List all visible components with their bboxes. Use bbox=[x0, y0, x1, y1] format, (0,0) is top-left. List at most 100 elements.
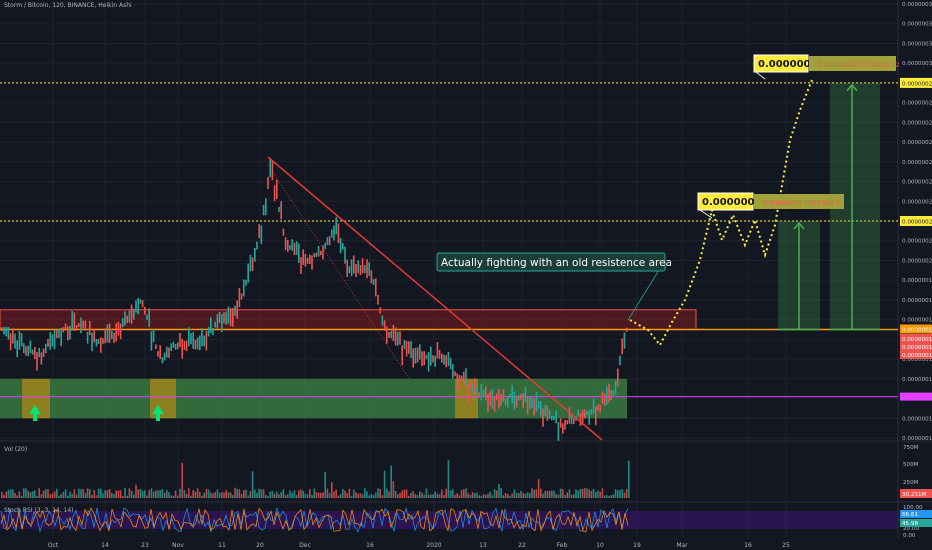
volume-bar bbox=[465, 488, 467, 498]
target1-info-text: 0.00000005 (30.23%) 1 bbox=[763, 199, 840, 207]
volume-bar bbox=[104, 490, 106, 498]
volume-bar bbox=[309, 489, 311, 498]
price-candle bbox=[445, 355, 447, 368]
price-candle bbox=[207, 326, 210, 337]
volume-bar bbox=[291, 492, 293, 498]
pink-level-label bbox=[900, 392, 932, 401]
volume-bar bbox=[139, 488, 142, 498]
volume-bar bbox=[542, 493, 544, 498]
y-axis-tick: 0.00000028 bbox=[902, 101, 932, 107]
price-candle bbox=[394, 327, 397, 346]
volume-bar bbox=[161, 489, 164, 498]
x-axis-tick: 22 bbox=[518, 542, 526, 549]
price-candle bbox=[531, 397, 533, 409]
target2-price-text: 0.00000029 bbox=[758, 59, 824, 70]
volume-bar bbox=[289, 490, 291, 498]
volume-bar bbox=[212, 493, 214, 498]
price-candle bbox=[557, 422, 560, 441]
volume-bar bbox=[300, 489, 302, 498]
price-candle bbox=[430, 346, 432, 366]
price-candle bbox=[388, 331, 390, 338]
price-candle bbox=[522, 393, 524, 408]
price-candle bbox=[500, 393, 502, 406]
price-candle bbox=[584, 409, 586, 419]
volume-bar bbox=[456, 493, 458, 498]
price-candle bbox=[304, 253, 307, 267]
volume-bar bbox=[392, 481, 395, 498]
price-candle bbox=[80, 317, 82, 334]
target1-price-box[interactable] bbox=[697, 192, 754, 211]
target2-price-box[interactable] bbox=[753, 54, 809, 73]
target2-info-text: 0.00000012 (70.40%) 12 bbox=[818, 61, 900, 69]
volume-bar bbox=[227, 492, 230, 498]
price-candle bbox=[608, 383, 610, 403]
price-candle bbox=[245, 279, 247, 286]
price-candle bbox=[194, 339, 197, 350]
price-candle bbox=[188, 327, 190, 347]
x-axis-tick: Feb bbox=[557, 542, 568, 549]
price-candle bbox=[284, 237, 287, 251]
price-candle bbox=[465, 368, 467, 386]
volume-value-label: 30.251M bbox=[902, 492, 927, 498]
price-candle bbox=[179, 332, 181, 348]
volume-bar bbox=[34, 490, 36, 498]
volume-bar bbox=[328, 493, 331, 498]
price-candle bbox=[282, 228, 285, 236]
volume-bar bbox=[599, 491, 601, 498]
price-candle bbox=[533, 397, 535, 416]
volume-bar bbox=[337, 495, 340, 498]
volume-bar bbox=[16, 495, 18, 498]
price-candle bbox=[40, 352, 43, 365]
price-candle bbox=[425, 354, 428, 360]
resistance-note-box[interactable] bbox=[436, 252, 666, 272]
price-candle bbox=[573, 417, 575, 424]
price-axis[interactable]: 0.000000110.000000120.000000130.00000014… bbox=[900, 2, 932, 442]
volume-bar bbox=[117, 490, 120, 498]
volume-bar bbox=[559, 488, 562, 498]
volume-bar bbox=[430, 494, 432, 498]
volume-bar bbox=[119, 490, 122, 498]
volume-bar bbox=[38, 488, 40, 498]
volume-bar bbox=[282, 489, 285, 498]
volume-bar bbox=[260, 489, 263, 498]
price-candle bbox=[89, 320, 91, 336]
time-axis[interactable]: Oct 14 23 Nov 11 20 Dec 16 2020 13 22 Feb 10 19 Mar 16 2… bbox=[48, 542, 790, 549]
volume-bar bbox=[482, 494, 485, 498]
volume-bar bbox=[234, 487, 236, 498]
volume-bar bbox=[113, 494, 115, 498]
volume-bar bbox=[62, 491, 65, 498]
volume-bar bbox=[247, 495, 249, 498]
volume-bar bbox=[179, 488, 181, 498]
price-candle bbox=[546, 405, 549, 421]
volume-bar bbox=[25, 488, 27, 498]
price-candle bbox=[144, 306, 146, 315]
price-candle bbox=[148, 308, 150, 327]
x-axis-tick: 25 bbox=[782, 542, 790, 549]
price-candle bbox=[482, 389, 485, 397]
price-candle bbox=[150, 331, 153, 351]
price-candle bbox=[232, 307, 234, 327]
price-candle bbox=[27, 345, 29, 357]
price-candle bbox=[183, 340, 186, 350]
price-candle bbox=[152, 328, 155, 343]
volume-bar bbox=[562, 489, 564, 498]
volume-bar bbox=[251, 471, 254, 498]
price-candle bbox=[49, 331, 51, 350]
price-candle bbox=[443, 354, 445, 365]
price-candle bbox=[23, 343, 25, 354]
volume-bar bbox=[298, 490, 300, 498]
price-candle bbox=[212, 328, 214, 336]
price-candle bbox=[260, 225, 263, 244]
price-candle bbox=[271, 161, 274, 181]
price-candle bbox=[333, 225, 335, 241]
price-candle bbox=[58, 328, 60, 338]
volume-bar bbox=[588, 489, 590, 498]
volume-bar bbox=[236, 488, 238, 498]
volume-bar bbox=[271, 490, 274, 498]
volume-bar bbox=[29, 492, 32, 498]
price-candle bbox=[460, 375, 463, 383]
price-candle bbox=[606, 386, 608, 406]
volume-bar bbox=[397, 494, 399, 498]
